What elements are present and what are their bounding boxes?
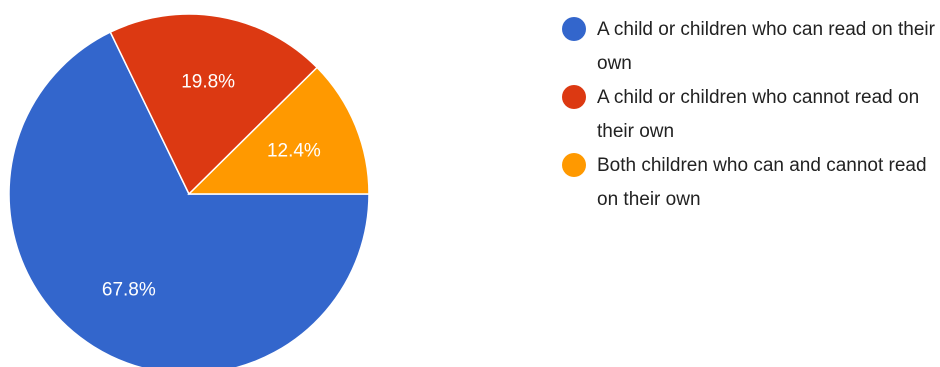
legend-item-both[interactable]: Both children who can and cannot read on… [562,149,938,217]
legend-label-cannot-read: A child or children who cannot read on t… [597,87,920,142]
slice-label-both: 12.4% [267,140,321,161]
legend-label-can-read: A child or children who can read on thei… [597,19,935,74]
legend-item-cannot-read[interactable]: A child or children who cannot read on t… [562,81,938,149]
legend: A child or children who can read on thei… [562,13,938,217]
legend-swatch-cannot-read [562,85,586,109]
slice-label-cannot-read: 19.8% [181,72,235,93]
pie-chart: 67.8% 19.8% 12.4% [8,13,370,367]
pie-slice-both[interactable] [187,66,370,195]
slice-label-can-read: 67.8% [102,280,156,301]
legend-label-both: Both children who can and cannot read on… [597,155,927,210]
pie-slice-can-read[interactable] [8,31,370,367]
pie-slice-cannot-read[interactable] [109,13,319,196]
legend-swatch-both [562,153,586,177]
legend-swatch-can-read [562,17,586,41]
legend-item-can-read[interactable]: A child or children who can read on thei… [562,13,938,81]
